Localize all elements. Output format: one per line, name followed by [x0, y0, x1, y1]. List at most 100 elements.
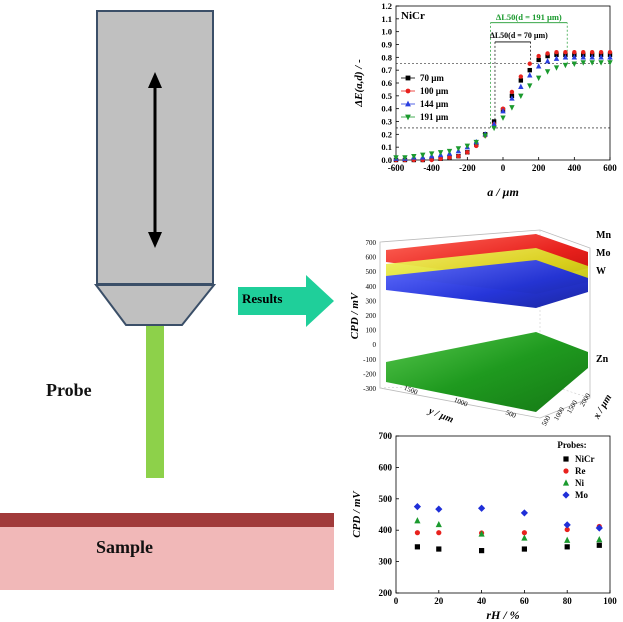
probe-taper — [94, 284, 217, 326]
data-point — [482, 133, 488, 139]
probe-body — [96, 10, 214, 285]
double-arrow-icon — [148, 72, 162, 248]
data-point — [589, 60, 595, 66]
y-tick-label: 0.2 — [381, 129, 392, 139]
y-tick-label: 200 — [379, 588, 393, 598]
y-axis-title: CPD / mV — [351, 490, 363, 538]
x-axis-title: x / µm — [591, 392, 614, 421]
x-tick-label: 200 — [532, 163, 546, 173]
data-point — [473, 139, 479, 146]
data-point — [521, 546, 527, 552]
data-point — [518, 93, 524, 100]
data-point — [414, 530, 420, 536]
data-point — [598, 54, 604, 60]
data-point — [518, 74, 524, 79]
data-point — [455, 146, 462, 152]
sample-label: Sample — [96, 537, 154, 557]
x-tick-label: 20 — [434, 596, 444, 606]
y-tick-label: 0.6 — [381, 78, 392, 88]
z-tick-label: 700 — [366, 239, 377, 247]
y-axis-title: ΔE(a,d) / - — [353, 59, 365, 108]
x-tick-label: 1500 — [565, 399, 579, 416]
x-tick-label: 80 — [563, 596, 573, 606]
plot-frame — [395, 5, 611, 161]
data-point — [435, 505, 443, 513]
z-tick-label: 100 — [366, 327, 377, 335]
legend-marker — [563, 456, 569, 462]
data-point — [554, 52, 559, 57]
z-tick-label: 0 — [373, 341, 377, 349]
data-point — [521, 534, 528, 541]
legend-marker — [405, 88, 411, 94]
legend-label: NiCr — [575, 454, 595, 464]
data-point — [478, 504, 486, 512]
data-point — [544, 57, 551, 64]
y-tick-label: 500 — [504, 408, 517, 420]
z-tick-label: 400 — [366, 283, 377, 291]
data-point — [491, 125, 497, 132]
data-point — [437, 150, 444, 156]
data-point — [553, 65, 560, 71]
legend-label: 191 µm — [420, 112, 449, 122]
x-tick-label: 400 — [568, 163, 582, 173]
surface-label: Mo — [596, 248, 610, 259]
sample-body — [0, 527, 334, 590]
legend-label: Ni — [575, 478, 584, 488]
data-point — [402, 155, 408, 161]
data-point — [589, 50, 595, 55]
data-point — [527, 83, 533, 89]
data-point — [580, 54, 586, 60]
legend-marker — [405, 114, 411, 121]
data-point — [536, 53, 541, 59]
results-arrow-icon — [238, 275, 334, 327]
data-point — [596, 542, 602, 548]
data-point — [562, 62, 569, 69]
y-tick-label: 1.2 — [381, 1, 392, 11]
data-point — [509, 89, 515, 95]
material-label: NiCr — [401, 10, 425, 22]
y-tick-label: 700 — [379, 431, 393, 441]
data-point — [596, 536, 603, 543]
z-tick-label: 200 — [366, 312, 377, 320]
data-point — [479, 548, 485, 554]
data-point — [589, 54, 595, 60]
data-point — [478, 530, 485, 537]
data-point — [527, 67, 532, 73]
data-point — [491, 120, 497, 127]
data-point — [500, 115, 506, 121]
sample-surface — [0, 513, 334, 527]
z-tick-label: 300 — [366, 297, 377, 305]
data-point — [563, 521, 571, 529]
data-point — [436, 546, 442, 552]
x-tick-label: 60 — [520, 596, 530, 606]
data-point — [411, 153, 417, 160]
legend-label: 70 µm — [420, 73, 444, 83]
plot-frame — [395, 435, 611, 594]
z-axis-title: CPD / mV — [349, 291, 361, 339]
x-axis-title: rH / % — [486, 608, 519, 622]
data-point — [581, 50, 586, 55]
y-tick-label: 600 — [379, 462, 393, 472]
data-point — [545, 53, 550, 59]
x-tick-label: 40 — [477, 596, 487, 606]
data-point — [446, 148, 453, 155]
y-tick-label: 0.0 — [381, 155, 392, 165]
data-point — [456, 153, 461, 159]
surface-label: Zn — [596, 354, 609, 365]
data-point — [554, 50, 559, 55]
data-point — [607, 60, 613, 66]
y-axis-title: y / µm — [426, 405, 455, 425]
data-point — [474, 143, 479, 149]
data-point — [564, 536, 571, 543]
legend-marker — [563, 468, 569, 474]
y-tick-label: 0.3 — [381, 117, 392, 127]
legend-marker — [562, 479, 570, 486]
data-point — [527, 72, 533, 78]
x-axis-title: a / µm — [487, 185, 519, 199]
surface-zn — [386, 332, 588, 412]
y-tick-label: 0.5 — [381, 91, 392, 101]
y-tick-label: 400 — [379, 525, 393, 535]
z-tick-label: -200 — [363, 370, 376, 378]
data-point — [545, 51, 550, 56]
legend-marker — [405, 100, 411, 107]
